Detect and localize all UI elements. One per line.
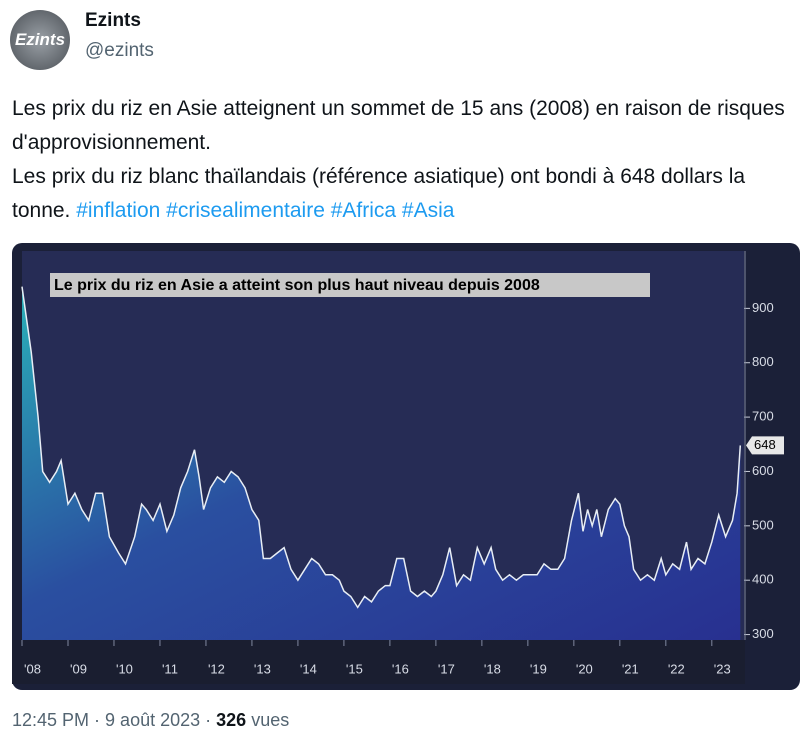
x-axis-strip: [12, 640, 745, 684]
user-handle[interactable]: @ezints: [85, 40, 154, 61]
chart[interactable]: Le prix du riz en Asie a atteint son plu…: [12, 243, 800, 690]
hashtag[interactable]: #Africa: [330, 199, 397, 222]
x-tick-label: '22: [668, 661, 685, 676]
tweet-line: Les prix du riz blanc thaïlandais (référ…: [12, 165, 746, 222]
y-tick-label: 600: [752, 463, 774, 478]
x-tick-label: '09: [70, 661, 87, 676]
price-line: [21, 286, 742, 609]
x-tick-label: '23: [714, 661, 731, 676]
y-tick-label: 900: [752, 300, 774, 315]
x-tick-label: '11: [162, 661, 178, 676]
avatar[interactable]: Ezints: [10, 10, 70, 70]
y-tick-label: 700: [752, 409, 774, 424]
y-tick-label: 300: [752, 626, 774, 641]
x-tick-label: '16: [392, 661, 409, 676]
view-count: 326: [216, 710, 247, 730]
timestamp: 12:45 PM · 9 août 2023 ·: [12, 710, 212, 730]
tweet-text: Les prix du riz en Asie atteignent un so…: [12, 92, 800, 228]
x-tick-label: '14: [300, 661, 317, 676]
x-tick-label: '19: [530, 661, 547, 676]
last-value-tag: [746, 436, 784, 455]
y-tick-label: 500: [752, 517, 774, 532]
x-tick-label: '08: [24, 661, 41, 676]
x-tick-label: '20: [576, 661, 593, 676]
tweet-line: Les prix du riz en Asie atteignent un so…: [12, 97, 785, 154]
x-tick-label: '12: [208, 661, 225, 676]
views-label: vues: [251, 710, 290, 730]
tweet-line: Les prix du riz blanc thaïlandais (référ…: [12, 160, 800, 228]
x-tick-label: '13: [254, 661, 271, 676]
user-name[interactable]: Ezints: [85, 10, 141, 31]
x-tick-label: '21: [622, 661, 639, 676]
x-tick-label: '18: [484, 661, 501, 676]
x-tick-label: '15: [346, 661, 363, 676]
y-tick-label: 400: [752, 572, 774, 587]
last-value-label: 648: [754, 437, 776, 452]
title-box: [50, 273, 650, 297]
x-tick-label: '10: [116, 661, 133, 676]
footer: 12:45 PM · 9 août 2023 · 326 vues: [12, 710, 289, 731]
chart-title: Le prix du riz en Asie a atteint son plu…: [54, 277, 540, 294]
area-fill: [22, 286, 741, 640]
x-tick-label: '17: [438, 661, 455, 676]
y-tick-label: 800: [752, 354, 774, 369]
hashtag[interactable]: #inflation: [76, 199, 161, 222]
hashtag[interactable]: #Asia: [401, 199, 455, 222]
hashtag[interactable]: #crisealimentaire: [166, 199, 325, 222]
